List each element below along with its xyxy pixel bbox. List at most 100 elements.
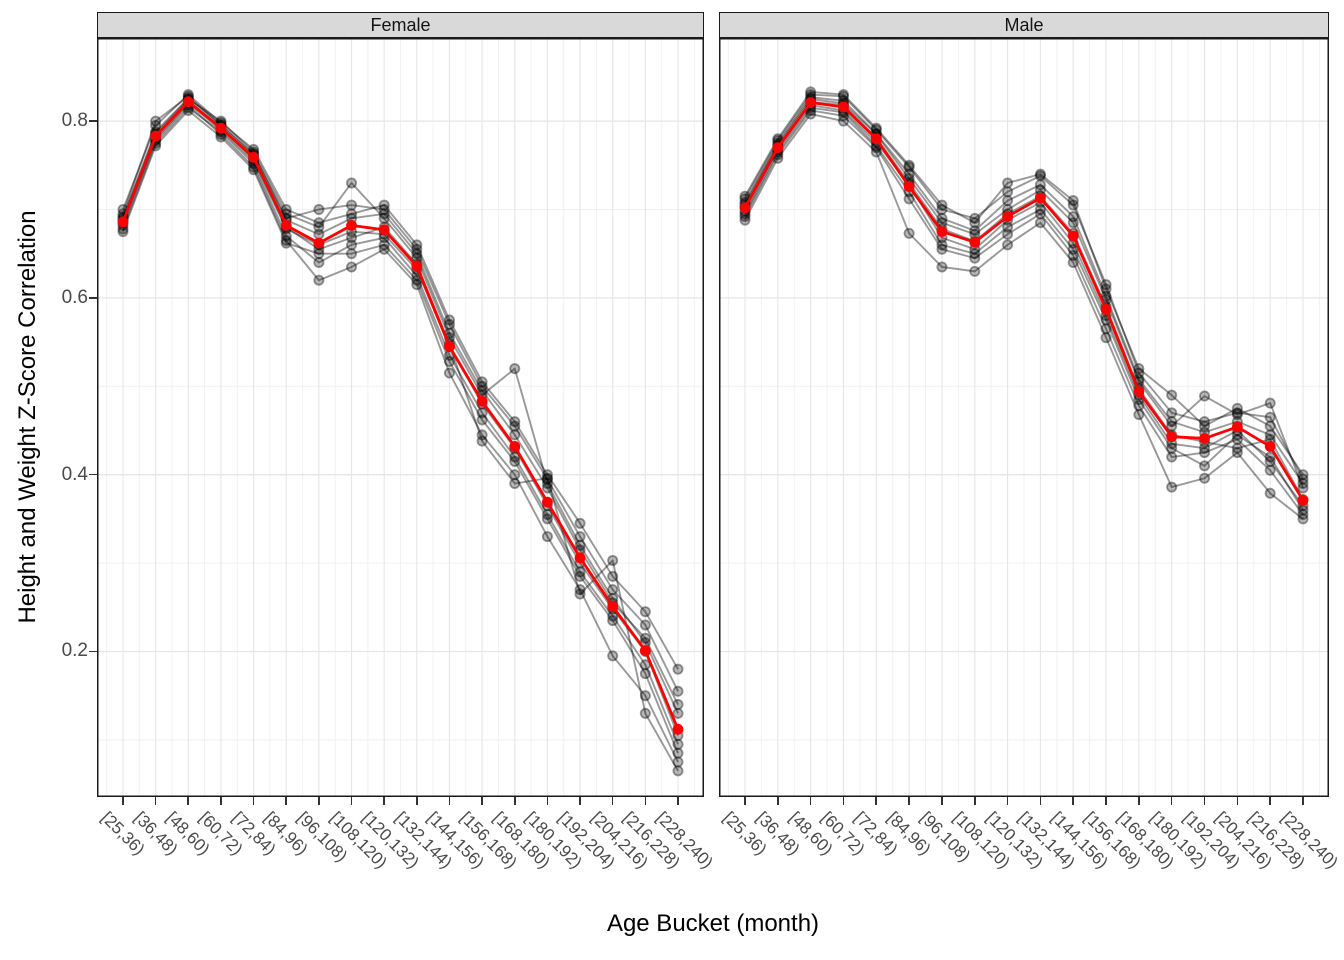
x-axis-tick-mark <box>777 797 779 805</box>
panel-female <box>97 38 704 797</box>
individual-series-point <box>1297 508 1309 520</box>
individual-series-point <box>378 243 390 255</box>
individual-series-point <box>313 248 325 260</box>
individual-series-point <box>903 193 915 205</box>
individual-series-point <box>1133 363 1145 375</box>
individual-series-point <box>1002 228 1014 240</box>
individual-series-line <box>744 100 1304 500</box>
x-axis-tick-mark <box>350 797 353 805</box>
individual-series-line <box>122 98 679 714</box>
mean-series-point <box>182 96 194 108</box>
x-axis-tick-mark <box>941 797 943 805</box>
x-axis-tick-mark <box>1236 797 1239 805</box>
mean-series-point <box>607 601 619 612</box>
individual-series-point <box>805 86 817 98</box>
individual-series-point <box>378 212 390 224</box>
panel-border <box>719 38 1329 797</box>
individual-series-point <box>1002 239 1014 251</box>
individual-series-point <box>639 707 651 719</box>
individual-series-point <box>280 230 292 242</box>
mean-series-line <box>743 101 1305 502</box>
individual-series-point <box>936 243 948 255</box>
individual-series-point <box>837 89 849 101</box>
individual-series-point <box>1067 217 1079 229</box>
individual-series-point <box>1002 186 1014 198</box>
individual-series-point <box>1297 482 1309 494</box>
individual-series-point <box>1166 420 1178 432</box>
individual-series-point <box>1002 195 1014 207</box>
x-axis-tick-mark <box>1039 797 1042 805</box>
mean-series-point <box>870 133 882 145</box>
x-axis-tick-mark <box>220 797 222 805</box>
individual-series-point <box>837 115 849 127</box>
x-axis-tick-mark <box>252 797 255 805</box>
x-axis-tick-mark <box>1203 797 1206 805</box>
x-axis-tick-mark <box>318 797 320 805</box>
y-axis-tick-label: 0.2 <box>61 640 88 662</box>
individual-series-point <box>541 472 553 484</box>
y-axis-tick-mark <box>89 473 97 476</box>
individual-series-line <box>744 90 1304 476</box>
mean-series-point <box>280 220 292 231</box>
individual-series-point <box>1199 390 1211 402</box>
mean-series-point <box>1035 192 1046 204</box>
mean-series-point <box>1067 230 1079 242</box>
x-axis-tick-mark <box>677 797 679 805</box>
x-axis-tick-mark <box>973 797 976 805</box>
individual-series-line <box>122 97 679 705</box>
individual-series-line <box>744 98 1304 489</box>
individual-series-point <box>1002 221 1014 233</box>
x-axis-tick-mark <box>448 797 451 805</box>
individual-series-point <box>1100 332 1112 344</box>
x-axis-tick-mark <box>154 797 157 805</box>
individual-series-point <box>1133 367 1145 379</box>
individual-series-point <box>574 539 586 551</box>
x-axis-tick-mark <box>122 797 124 805</box>
grid-major <box>97 38 704 797</box>
individual-series-point <box>1133 400 1145 412</box>
mean-series-group <box>117 96 684 735</box>
individual-series-line <box>122 109 679 754</box>
grid-minor <box>97 38 704 797</box>
individual-series-point <box>969 248 981 260</box>
individual-series-point <box>1231 409 1243 421</box>
individual-series-point <box>607 554 619 566</box>
individual-series-point <box>346 239 358 251</box>
x-axis-tick-mark <box>383 797 385 805</box>
individual-series-point <box>936 212 948 224</box>
individual-series-point <box>1166 407 1178 419</box>
individual-series-point <box>639 690 651 702</box>
individual-series-point <box>346 199 358 211</box>
individual-series-point <box>1199 416 1211 428</box>
mean-series-point <box>1100 303 1112 315</box>
y-axis-tick-label: 0.6 <box>61 286 88 308</box>
mean-series-point <box>411 260 423 272</box>
individual-series-point <box>346 232 358 244</box>
individual-series-point <box>1034 208 1046 220</box>
individual-series-point <box>476 385 488 397</box>
individual-series-point <box>1231 447 1243 459</box>
mean-series-point <box>969 236 981 248</box>
x-axis-tick-mark <box>1170 797 1173 805</box>
individual-series-line <box>744 96 1304 485</box>
individual-series-point <box>411 248 423 260</box>
panel-border <box>97 38 704 797</box>
x-axis-tick-mark <box>1138 797 1140 805</box>
individual-series-point <box>903 168 915 180</box>
individual-series-point <box>443 314 455 326</box>
individual-series-point <box>739 214 751 226</box>
grid-minor <box>719 38 1329 797</box>
individual-series-point <box>476 407 488 419</box>
mean-series-line <box>121 100 680 730</box>
individual-series-point <box>1166 389 1178 401</box>
individual-series-point <box>1166 442 1178 454</box>
individual-series-point <box>936 203 948 215</box>
mean-series-point <box>1166 431 1178 443</box>
individual-series-point <box>541 531 553 543</box>
individual-series-point <box>639 632 651 644</box>
y-axis-tick-mark <box>89 297 97 299</box>
individual-series-point <box>1034 179 1046 191</box>
individual-series-point <box>313 274 325 286</box>
individual-series-point <box>1002 177 1014 189</box>
individual-series-point <box>903 161 915 173</box>
